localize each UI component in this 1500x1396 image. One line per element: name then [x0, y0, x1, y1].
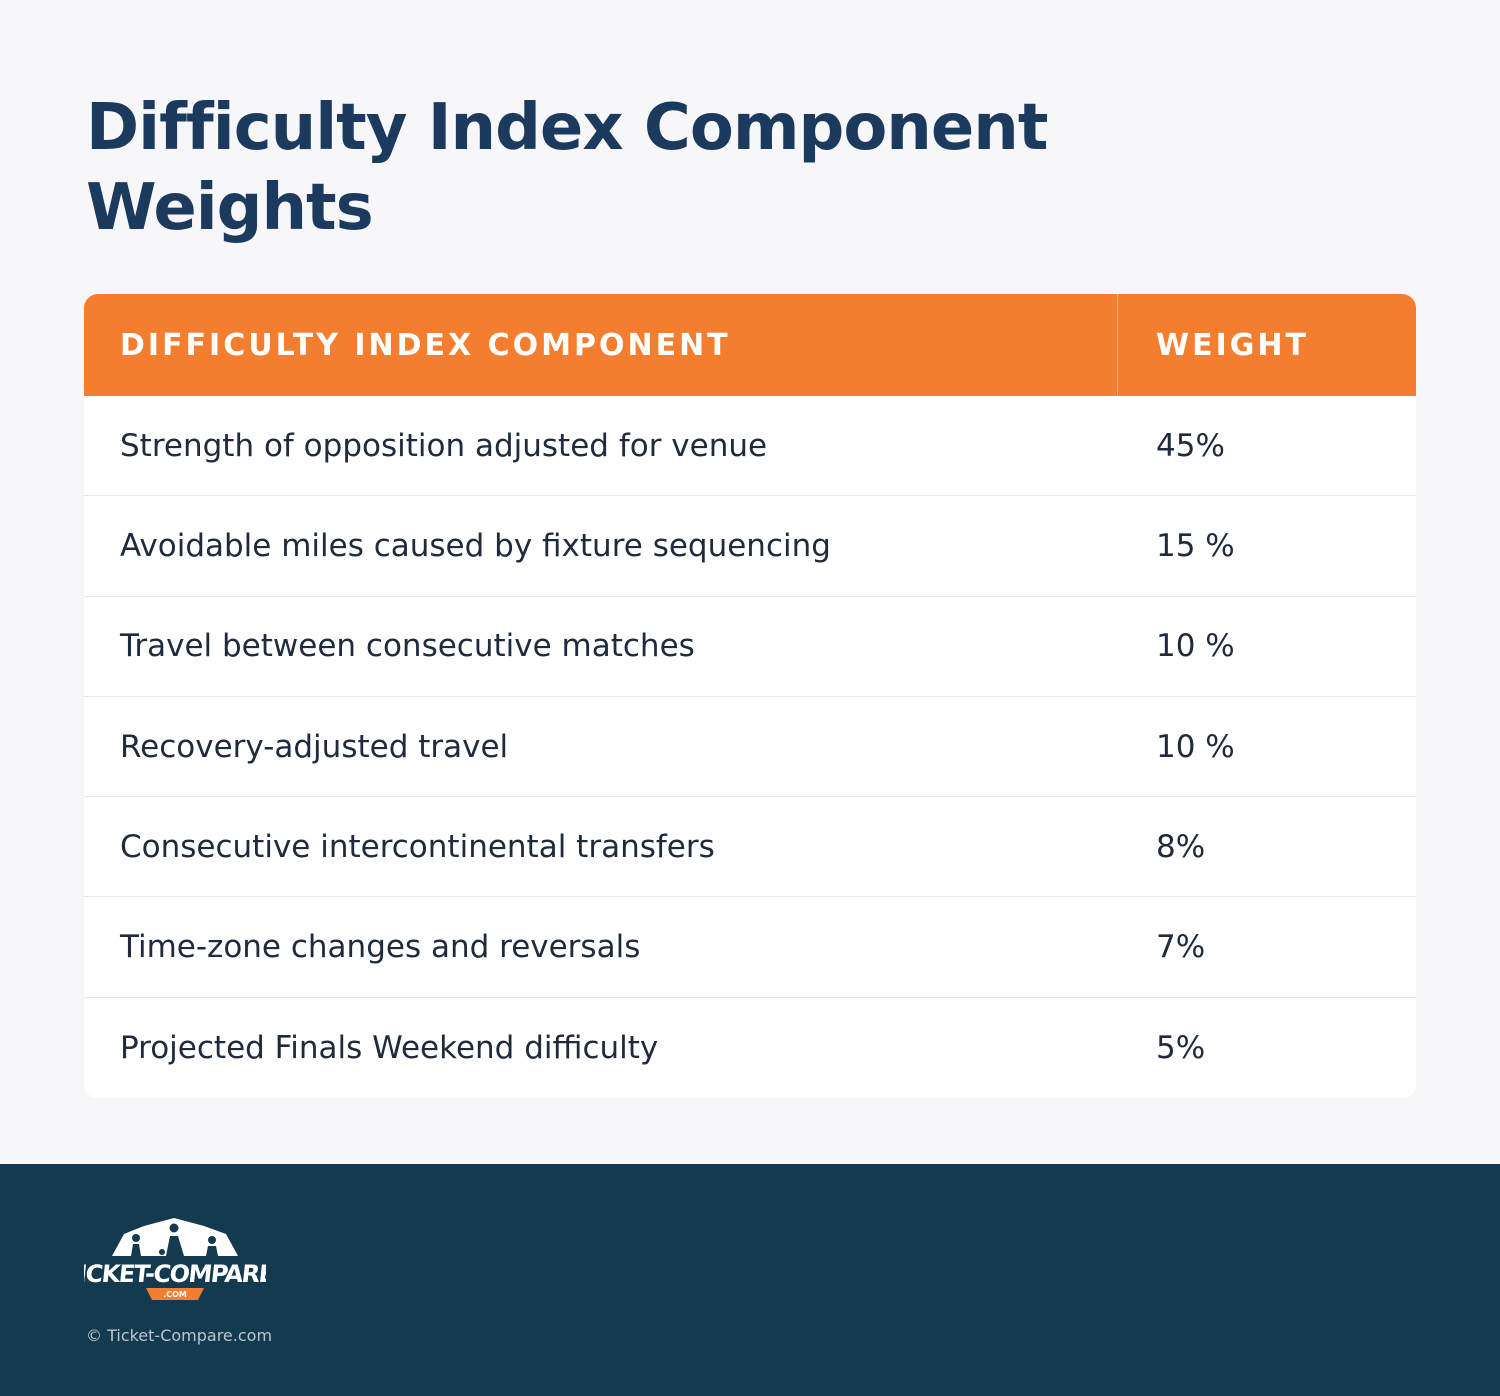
weight-cell: 15 %: [1156, 527, 1235, 564]
component-cell: Avoidable miles caused by fixture sequen…: [120, 527, 831, 564]
table-row: Strength of opposition adjusted for venu…: [84, 396, 1416, 497]
component-cell: Consecutive intercontinental transfers: [120, 828, 715, 865]
table-header: DIFFICULTY INDEX COMPONENT WEIGHT: [84, 294, 1416, 396]
table-row: Projected Finals Weekend difficulty 5%: [84, 998, 1416, 1098]
player-icon: [132, 1234, 140, 1242]
weight-cell: 8%: [1156, 828, 1206, 865]
weight-cell: 10 %: [1156, 628, 1235, 665]
table-row: Time-zone changes and reversals 7%: [84, 897, 1416, 998]
ticket-compare-logo[interactable]: TICKET-COMPARE .COM: [84, 1212, 266, 1308]
component-cell: Projected Finals Weekend difficulty: [120, 1029, 659, 1066]
header-component: DIFFICULTY INDEX COMPONENT: [84, 294, 1118, 396]
weights-table: DIFFICULTY INDEX COMPONENT WEIGHT Streng…: [84, 294, 1416, 1098]
weight-cell: 7%: [1156, 929, 1206, 966]
page-title: Difficulty Index Component Weights: [86, 91, 1048, 245]
table-row: Avoidable miles caused by fixture sequen…: [84, 496, 1416, 597]
table-row: Recovery-adjusted travel 10 %: [84, 697, 1416, 798]
weight-cell: 45%: [1156, 427, 1225, 464]
weight-cell: 5%: [1156, 1029, 1206, 1066]
footer: TICKET-COMPARE .COM © Ticket-Compare.com: [0, 1164, 1500, 1396]
svg-text:TICKET-COMPARE: TICKET-COMPARE: [84, 1260, 266, 1288]
svg-text:.COM: .COM: [163, 1290, 187, 1299]
component-cell: Travel between consecutive matches: [120, 628, 695, 665]
player-icon: [169, 1223, 179, 1233]
table-row: Consecutive intercontinental transfers 8…: [84, 797, 1416, 898]
player-icon: [208, 1236, 216, 1244]
copyright-text: © Ticket-Compare.com: [86, 1326, 273, 1345]
header-weight: WEIGHT: [1156, 327, 1309, 363]
component-cell: Time-zone changes and reversals: [120, 929, 641, 966]
table-row: Travel between consecutive matches 10 %: [84, 597, 1416, 697]
component-cell: Recovery-adjusted travel: [120, 728, 509, 765]
weight-cell: 10 %: [1156, 728, 1235, 765]
component-cell: Strength of opposition adjusted for venu…: [120, 427, 768, 464]
ball-icon: [159, 1249, 165, 1255]
